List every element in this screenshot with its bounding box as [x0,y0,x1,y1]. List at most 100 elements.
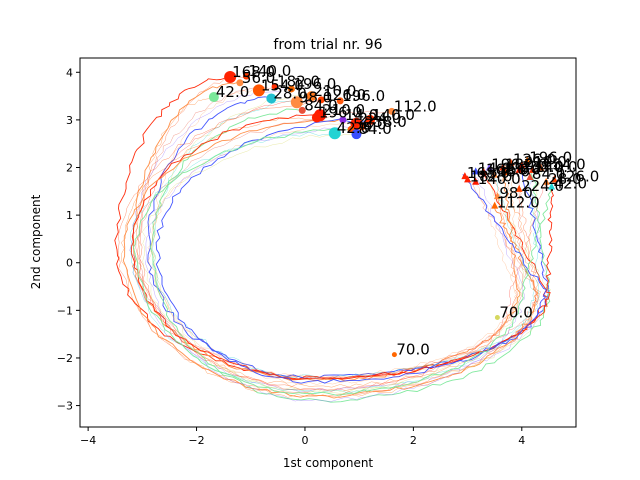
y-axis-label: 2nd component [29,194,43,289]
trajectory-line [151,94,543,394]
point-label: 196.0 [529,148,572,166]
x-axis: −4 −2 0 2 4 [80,427,525,447]
y-tick-label: −2 [57,352,73,365]
end-marker [461,172,469,180]
point-label: 140.0 [372,106,415,124]
trajectory-line [152,100,541,379]
point-label: 224.0 [358,110,401,128]
point-label: 98.0 [497,163,530,181]
start-marker [306,91,317,102]
point-label: 182.0 [470,167,513,185]
trajectory-line [130,131,535,394]
start-marker [298,106,306,114]
point-label: 70.0 [499,303,532,321]
trajectory-line [141,133,551,394]
point-label: 42.0 [216,83,249,101]
end-marker [542,177,550,185]
end-marker [493,192,501,200]
point-label: 14.0 [478,159,511,177]
trajectory-line [135,99,546,392]
point-label: 84.0 [358,120,391,138]
start-marker [224,71,237,84]
start-marker [208,92,219,103]
x-tick-label: 4 [518,434,525,447]
point-label: 84.0 [304,96,337,114]
midway-marker [494,314,500,320]
point-label: 56.0 [508,160,541,178]
start-marker [236,79,244,87]
point-label: 28.0 [273,84,306,102]
start-marker [339,116,347,124]
point-label: 154.0 [543,156,586,174]
start-marker [351,129,362,140]
trajectory-line [132,85,524,380]
trajectory-markers [208,71,558,358]
start-marker [271,83,279,91]
point-label: 168.0 [232,63,275,81]
end-marker [502,168,510,176]
point-label: 56.0 [353,115,386,133]
chart-title: from trial nr. 96 [273,37,382,53]
start-marker [311,112,322,123]
y-axis: −3 −2 −1 0 1 2 3 4 [57,66,80,413]
trajectory-lines [114,75,555,403]
plot-area-frame [79,57,577,428]
point-label: 112.0 [497,194,540,212]
end-marker [548,182,556,190]
trajectory-line [137,111,538,380]
end-marker [491,201,499,209]
end-marker [480,168,488,176]
start-marker [242,72,250,80]
point-label: 98.0 [299,88,332,106]
x-tick-label: 0 [301,434,308,447]
y-tick-label: 1 [66,209,73,222]
point-label: 168.0 [486,160,529,178]
trajectory-line [147,122,517,379]
point-labels: 168.0140.042.056.0154.0182.028.0196.098.… [216,62,599,359]
start-marker [317,96,325,104]
point-label: 196.0 [319,104,362,122]
trajectory-line [155,118,548,384]
y-tick-label: 0 [66,257,73,270]
point-label: 28.0 [548,170,581,188]
point-label: 196.0 [342,87,385,105]
end-marker [507,158,515,166]
end-marker [515,165,523,173]
point-label: 98.0 [499,184,532,202]
y-tick-label: 2 [66,162,73,175]
point-label: 196.0 [491,156,534,174]
start-marker [358,123,366,131]
point-label: 196.0 [293,75,336,93]
trajectory-line [120,117,542,399]
trajectory-line [149,108,551,403]
point-label: 126.0 [323,86,366,104]
x-tick-label: −4 [80,434,96,447]
point-label: 42.0 [554,175,587,193]
point-label: 14.0 [345,106,378,124]
point-label: 140.0 [478,170,521,188]
end-marker [537,163,545,171]
y-tick-label: −3 [57,400,73,413]
start-marker [266,93,277,104]
point-label: 56.0 [242,69,275,87]
midway-marker [391,352,397,358]
point-label: 238.0 [364,113,407,131]
start-marker [287,85,295,93]
x-axis-label: 1st component [283,456,374,470]
end-marker [499,163,507,171]
point-label: 168.0 [467,164,510,182]
end-marker [518,161,526,169]
x-tick-label: −2 [188,434,204,447]
y-tick-label: −1 [57,304,73,317]
start-marker [252,84,265,97]
point-label: 84.0 [532,165,565,183]
start-marker [388,107,396,115]
end-marker [550,175,558,183]
y-tick-label: 4 [66,66,73,79]
point-label: 210.0 [524,153,567,171]
end-marker [491,170,499,178]
point-label: 224.0 [521,177,564,195]
end-marker [472,177,480,185]
start-marker [290,96,303,109]
